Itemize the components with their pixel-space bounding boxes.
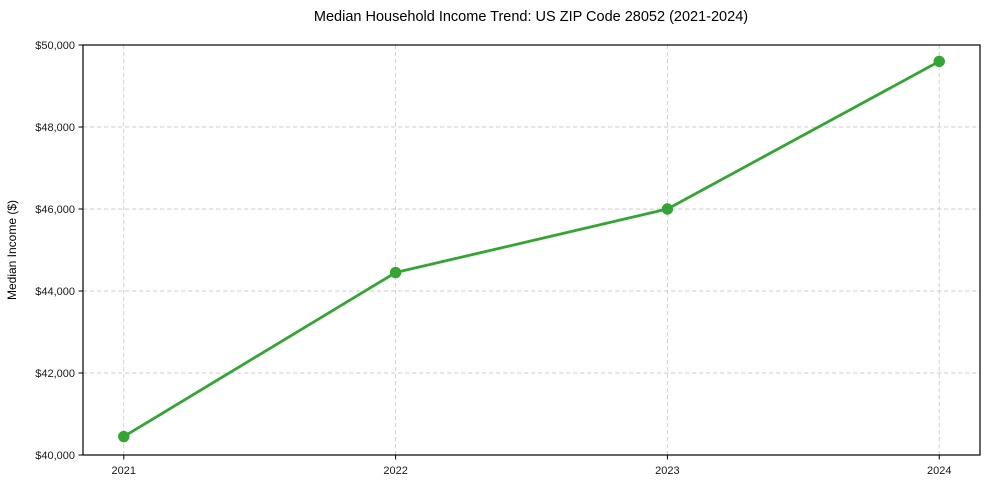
axis-layer: $40,000 $42,000 $44,000 $46,000 $48,000 $50,0…: [35, 40, 951, 477]
x-tick-label-2023: 2023: [655, 465, 679, 477]
y-tick-label-48000: $48,000: [35, 122, 75, 134]
y-tick-label-42000: $42,000: [35, 368, 75, 380]
y-tick-label-46000: $46,000: [35, 204, 75, 216]
trend-line: [122, 60, 941, 438]
y-tick-label-50000: $50,000: [35, 40, 75, 52]
series-layer: [118, 55, 945, 443]
x-tick-label-2022: 2022: [383, 465, 407, 477]
data-point-2022: [389, 266, 402, 279]
x-tick-label-2024: 2024: [927, 465, 951, 477]
y-tick-label-40000: $40,000: [35, 450, 75, 462]
y-axis-label: Median Income ($): [5, 200, 19, 300]
chart-title: Median Household Income Trend: US ZIP Co…: [314, 9, 748, 25]
plot-border: [82, 44, 981, 456]
data-point-2024: [933, 55, 945, 68]
data-point-2023: [661, 203, 674, 215]
y-tick-label-44000: $44,000: [35, 286, 75, 298]
grid-layer: [83, 44, 980, 456]
x-tick-label-2021: 2021: [112, 465, 136, 477]
data-point-2021: [118, 430, 130, 443]
